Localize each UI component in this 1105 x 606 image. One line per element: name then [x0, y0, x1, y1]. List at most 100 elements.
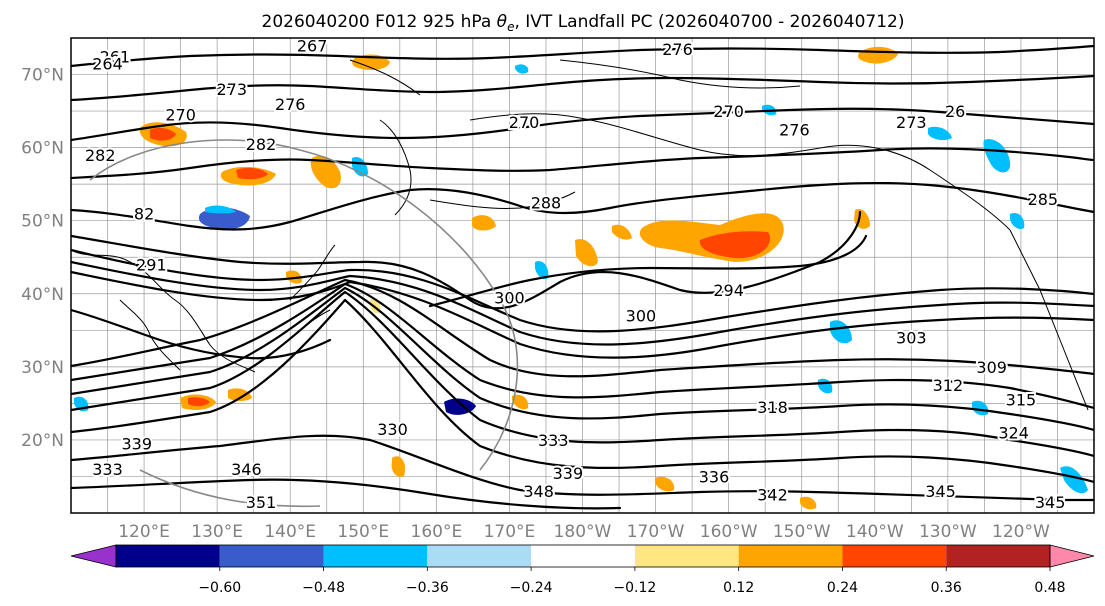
contour-label: 273 — [216, 80, 247, 99]
contour-label: 336 — [699, 467, 730, 486]
theta-e-contours — [71, 44, 1094, 510]
contour-label: 345 — [925, 482, 956, 501]
colorbar-box — [219, 545, 324, 567]
contour-label: 276 — [662, 40, 693, 59]
shade-orange — [472, 215, 496, 231]
contour-line — [71, 298, 1094, 484]
shade-orange — [391, 456, 406, 477]
contour-label: 330 — [377, 420, 408, 439]
contour-label: 288 — [531, 193, 562, 212]
colorbar-tick-label: −0.48 — [302, 580, 345, 596]
lon-tick-label: 160°W — [700, 522, 758, 542]
lon-tick-label: 160°E — [411, 522, 463, 542]
contour-label: 324 — [998, 424, 1029, 443]
colorbar-box — [531, 545, 635, 567]
contour-label: 82 — [134, 204, 154, 223]
colorbar-box — [738, 545, 843, 567]
colorbar-tick-label: 0.12 — [723, 580, 754, 596]
lon-tick-label: 120°E — [118, 522, 170, 542]
shade-blue — [972, 400, 989, 416]
contour-label: 285 — [1028, 190, 1059, 209]
colorbar-tick-label: 0.48 — [1034, 580, 1065, 596]
contour-label: 273 — [896, 113, 927, 132]
contour-label: 282 — [246, 135, 277, 154]
shade-blue — [928, 126, 952, 141]
lon-tick-label: 140°E — [264, 522, 316, 542]
colorbar-tick-label: −0.12 — [613, 580, 656, 596]
contour-line — [71, 282, 1094, 410]
colorbar-outline — [115, 544, 1051, 568]
contour-line — [71, 270, 1094, 359]
contour-label: 342 — [757, 486, 788, 505]
contour-line — [71, 434, 1094, 502]
contour-label: 270 — [509, 113, 540, 132]
shade-blue — [1060, 466, 1088, 494]
shade-blue — [830, 320, 852, 344]
shade-blue — [515, 64, 529, 74]
coast-arctic — [559, 59, 801, 89]
contour-label: 294 — [713, 281, 744, 300]
lon-tick-label: 120°W — [992, 522, 1050, 542]
map-border — [70, 37, 1095, 514]
shade-blue — [352, 156, 368, 177]
contour-label: 26 — [945, 102, 965, 121]
lon-tick-label: 180°W — [554, 522, 612, 542]
lat-tick-label: 70°N — [21, 66, 64, 86]
contour-label: 300 — [494, 288, 525, 307]
lon-tick-label: 150°W — [773, 522, 831, 542]
shade-orange — [575, 239, 598, 267]
contour-label: 318 — [757, 398, 788, 417]
lon-tick-label: 130°E — [191, 522, 243, 542]
shade-orange — [310, 155, 341, 189]
contour-line — [428, 234, 868, 308]
contour-line — [71, 210, 862, 310]
colorbar: −0.60 −0.48 −0.36 −0.24 −0.12 0.12 0.24 0.36 0.4… — [70, 544, 1095, 596]
contour-line — [71, 74, 1094, 102]
contour-label: 312 — [933, 376, 964, 395]
shade-blue — [1010, 212, 1025, 230]
coast-northamerica — [1009, 229, 1089, 411]
lon-tick-label: 150°E — [337, 522, 389, 542]
lat-tick-label: 20°N — [21, 431, 64, 451]
colorbar-tick-label: −0.36 — [406, 580, 449, 596]
colorbar-box — [116, 545, 220, 567]
shade-blue — [983, 139, 1011, 173]
contour-label: 333 — [538, 431, 569, 450]
shade-orange — [228, 388, 252, 401]
lat-tick-label: 30°N — [21, 358, 64, 378]
shade-red — [699, 231, 771, 259]
colorbar-box — [323, 545, 428, 567]
contour-label: 346 — [231, 460, 262, 479]
contour-label: 291 — [136, 256, 167, 275]
contour-label: 339 — [121, 435, 152, 454]
contour-line — [71, 478, 622, 510]
longitude-labels: 120°E 130°E 140°E 150°E 160°E 170°E 180°W 170°W… — [118, 522, 1050, 542]
lat-tick-label: 50°N — [21, 212, 64, 232]
colorbar-tick-label: 0.24 — [827, 580, 858, 596]
shade-red — [188, 397, 210, 407]
contour-label: 270 — [165, 106, 196, 125]
contour-line — [71, 181, 1094, 231]
ref-arc — [139, 469, 321, 508]
contour-line — [71, 290, 1094, 458]
contour-label: 333 — [92, 460, 123, 479]
contour-label: 303 — [896, 329, 927, 348]
colorbar-extend-high — [1049, 544, 1095, 568]
colorbar-box — [634, 545, 739, 567]
contour-label: 300 — [626, 307, 657, 326]
contour-label: 264 — [92, 55, 123, 74]
colorbar-tick-label: 0.36 — [931, 580, 962, 596]
colorbar-tick-label: −0.24 — [510, 580, 553, 596]
contour-label: 276 — [779, 120, 810, 139]
shade-orange — [800, 496, 817, 510]
colorbar-box — [946, 545, 1050, 567]
contour-line — [71, 278, 1094, 378]
lat-tick-label: 40°N — [21, 285, 64, 305]
contour-label: 282 — [85, 146, 116, 165]
contour-line — [71, 107, 1094, 142]
chart-title: 2026040200 F012 925 hPa θe, IVT Landfall… — [262, 12, 905, 34]
contour-line — [71, 260, 1094, 346]
